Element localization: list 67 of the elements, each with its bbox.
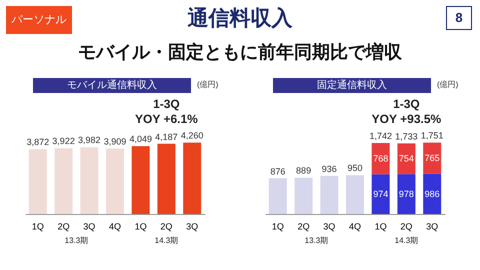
text: 1-3Q bbox=[393, 97, 420, 111]
bar bbox=[320, 176, 338, 214]
total-label: 950 bbox=[347, 163, 363, 174]
data-label: 974 bbox=[373, 189, 388, 200]
bar bbox=[54, 148, 73, 214]
data-label: 768 bbox=[373, 154, 388, 164]
bar bbox=[132, 146, 150, 214]
bar bbox=[28, 149, 47, 214]
bar bbox=[346, 175, 364, 214]
data-label: 4,260 bbox=[180, 130, 204, 141]
text: (億円) bbox=[437, 79, 458, 90]
text: 13.3期 bbox=[64, 236, 88, 245]
x-tick-label: 1Q bbox=[32, 222, 44, 232]
x-tick-label: 1Q bbox=[134, 222, 147, 232]
text: YOY +93.5% bbox=[372, 112, 442, 126]
chart-title: 固定通信料収入 bbox=[273, 78, 431, 93]
bar bbox=[372, 174, 390, 214]
bar bbox=[397, 174, 416, 214]
text: 13.3期 bbox=[304, 236, 328, 245]
text: モバイル・固定ともに前年同期比で増収 bbox=[77, 41, 403, 64]
x-tick-label: 2Q bbox=[400, 222, 412, 232]
x-tick-label: 1Q bbox=[272, 222, 284, 232]
total-label: 1,751 bbox=[420, 130, 444, 141]
x-tick-label: 1Q bbox=[374, 222, 387, 232]
bar bbox=[423, 174, 442, 214]
total-label: 936 bbox=[322, 164, 337, 174]
bar bbox=[397, 143, 416, 174]
data-label: 4,187 bbox=[155, 132, 178, 142]
data-label: 3,909 bbox=[104, 136, 126, 146]
x-tick-label: 2Q bbox=[58, 222, 70, 232]
x-tick-label: 3Q bbox=[426, 222, 438, 232]
total-label: 876 bbox=[270, 166, 286, 176]
x-tick-label: 2Q bbox=[298, 222, 310, 232]
data-label: 3,922 bbox=[52, 136, 75, 146]
bar bbox=[183, 142, 202, 214]
text: 14.3期 bbox=[394, 236, 418, 245]
bar bbox=[157, 144, 176, 214]
data-label: 3,982 bbox=[78, 135, 101, 146]
bar bbox=[80, 147, 98, 214]
text: 1-3Q bbox=[153, 97, 180, 111]
bar bbox=[268, 178, 287, 214]
bar bbox=[294, 178, 313, 214]
x-tick-label: 2Q bbox=[160, 222, 172, 232]
data-label: 978 bbox=[398, 189, 414, 200]
text: 14.3期 bbox=[154, 236, 178, 245]
x-tick-label: 3Q bbox=[186, 222, 198, 232]
data-label: 3,872 bbox=[26, 137, 50, 148]
total-label: 1,733 bbox=[395, 131, 418, 142]
x-tick-label: 3Q bbox=[323, 222, 336, 232]
total-label: 1,742 bbox=[369, 130, 392, 141]
bar bbox=[106, 148, 124, 214]
x-tick-label: 4Q bbox=[108, 222, 122, 232]
text: パーソナル bbox=[6, 6, 72, 34]
text: YOY +6.1% bbox=[135, 112, 198, 126]
text: 通信料収入 bbox=[188, 7, 292, 30]
total-label: 889 bbox=[296, 166, 312, 176]
text: 8 bbox=[446, 6, 472, 30]
bar bbox=[372, 142, 390, 174]
data-label: 4,049 bbox=[129, 134, 152, 144]
data-label: 986 bbox=[424, 188, 440, 199]
x-tick-label: 3Q bbox=[83, 222, 96, 232]
data-label: 765 bbox=[424, 153, 440, 164]
bar bbox=[423, 142, 442, 174]
chart-title: モバイル通信料収入 bbox=[33, 78, 191, 93]
data-label: 754 bbox=[398, 154, 414, 164]
x-tick-label: 4Q bbox=[348, 222, 362, 232]
text: (億円) bbox=[197, 79, 218, 90]
